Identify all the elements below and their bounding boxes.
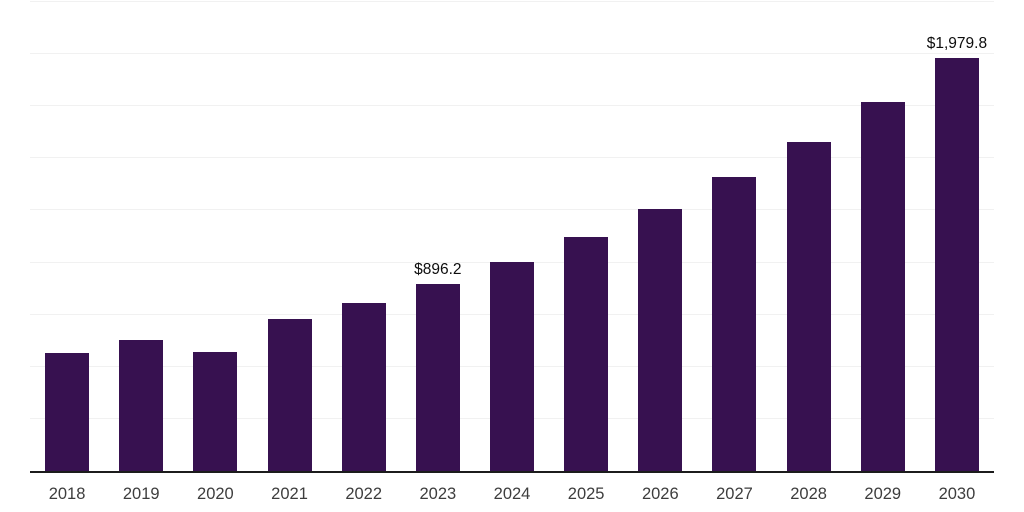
- x-tick-2021: 2021: [271, 485, 308, 503]
- x-tick-2029: 2029: [864, 485, 902, 503]
- bar-2026: [638, 208, 683, 471]
- gridline-1750: [30, 105, 994, 107]
- x-tick-2019: 2019: [122, 485, 160, 503]
- bar-2021: [267, 318, 312, 471]
- value-label-2030: $1,979.8: [926, 34, 988, 52]
- x-axis-line: [30, 471, 994, 473]
- gridline-2250: [30, 1, 994, 2]
- bar-2027: [712, 177, 757, 471]
- x-tick-2023: 2023: [419, 485, 457, 503]
- x-axis-labels: 2018 2019 2020 2021 2022 2023 2024 2025 2026 2027…: [30, 483, 994, 507]
- bar-2023: [415, 284, 460, 471]
- gridline-1250: [30, 209, 994, 211]
- bar-2028: [786, 141, 831, 471]
- gridline-1500: [30, 157, 994, 159]
- bar-2019: [119, 339, 164, 471]
- x-tick-2030: 2030: [938, 485, 976, 503]
- bar-2024: [490, 261, 534, 471]
- bar-2022: [341, 302, 386, 471]
- x-tick-2026: 2026: [641, 485, 679, 503]
- x-tick-2025: 2025: [567, 485, 605, 503]
- x-tick-2027: 2027: [716, 485, 753, 503]
- x-tick-2020: 2020: [197, 485, 234, 503]
- x-tick-2024: 2024: [493, 485, 531, 503]
- x-tick-2018: 2018: [48, 485, 86, 503]
- bar-2025: [564, 236, 609, 471]
- bar-2029: [860, 102, 905, 471]
- value-label-2023: $896.2: [414, 260, 462, 278]
- gridline-2000: [30, 53, 994, 55]
- plot-area: $896.2 $1,979.8: [30, 1, 994, 473]
- bar-2030: [934, 58, 979, 471]
- bar-2020: [193, 352, 238, 471]
- bar-2018: [45, 353, 90, 471]
- x-tick-2028: 2028: [790, 485, 827, 503]
- x-tick-2022: 2022: [345, 485, 383, 503]
